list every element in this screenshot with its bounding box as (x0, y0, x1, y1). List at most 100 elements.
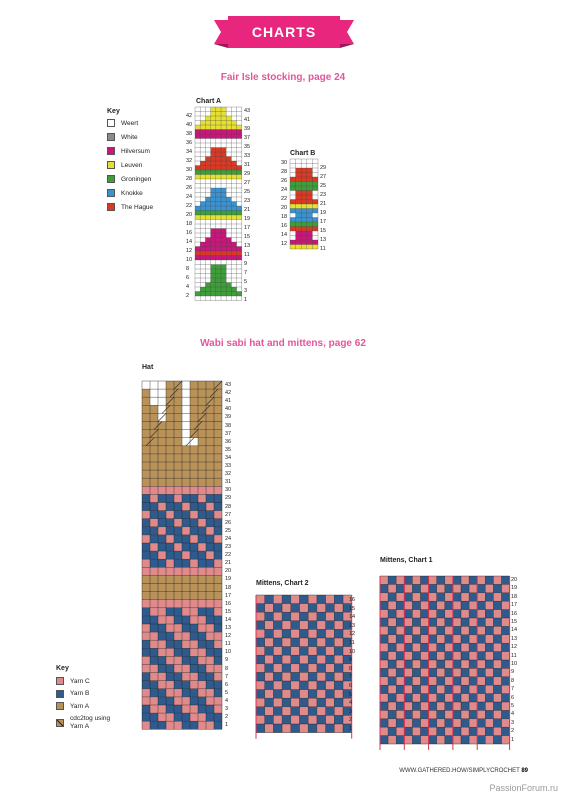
row-number: 3 (244, 288, 248, 294)
row-number: 10 (225, 649, 232, 656)
wabi-key-item: Yarn B (56, 689, 90, 698)
row-number: 16 (225, 600, 232, 607)
mittens-chart-1-grid (379, 575, 511, 750)
row-number: 3 (349, 708, 353, 715)
wabi-key-item: Yarn C (56, 677, 90, 685)
row-number: 2 (186, 292, 190, 299)
fair-isle-title: Fair Isle stocking, page 24 (220, 72, 346, 83)
row-number: 30 (225, 487, 232, 494)
row-number: 28 (186, 175, 193, 182)
mittens-chart-2-grid (255, 594, 353, 739)
row-number: 6 (186, 274, 190, 281)
row-number: 20 (511, 577, 518, 583)
row-number: 19 (511, 585, 518, 592)
row-number: 18 (225, 584, 232, 591)
row-number: 41 (244, 117, 251, 123)
row-number: 30 (186, 166, 193, 173)
row-number: 26 (225, 519, 232, 526)
row-number: 33 (225, 463, 232, 469)
fair-isle-key-item: Groningen (107, 175, 151, 183)
chart-a-grid (194, 106, 242, 301)
mittens-chart-1-label: Mittens, Chart 1 (380, 557, 433, 564)
row-number: 26 (281, 178, 288, 184)
footer: WWW.GATHERED.HOW/SIMPLYCROCHET 89 (399, 768, 528, 774)
row-number: 18 (281, 214, 288, 220)
row-number: 17 (320, 218, 327, 225)
row-number: 38 (225, 422, 232, 429)
footer-url[interactable]: WWW.GATHERED.HOW/SIMPLYCROCHET (399, 768, 520, 774)
row-number: 1 (349, 726, 353, 732)
row-number: 21 (244, 207, 251, 213)
row-number: 9 (225, 657, 229, 664)
row-number: 20 (281, 205, 288, 211)
row-number: 10 (511, 661, 518, 667)
row-number: 11 (349, 640, 355, 646)
row-number: 2 (511, 728, 515, 735)
fair-isle-key-item: Hilversum (107, 147, 150, 155)
row-number: 13 (349, 622, 356, 629)
row-number: 17 (244, 225, 251, 231)
row-number: 12 (225, 633, 232, 640)
key-label: Knokke (121, 189, 143, 197)
row-number: 36 (225, 438, 232, 445)
row-number: 21 (320, 200, 327, 207)
row-number: 14 (511, 627, 518, 634)
row-number: 36 (186, 139, 193, 146)
watermark: PassionForum.ru (489, 783, 558, 793)
row-number: 13 (320, 236, 327, 243)
row-number: 22 (225, 552, 232, 559)
row-number: 11 (320, 245, 326, 252)
row-number: 5 (244, 279, 248, 285)
row-number: 8 (225, 665, 229, 672)
row-number: 16 (511, 610, 518, 617)
row-number: 16 (281, 223, 288, 229)
row-number: 1 (511, 736, 515, 743)
key-label: Groningen (121, 175, 152, 183)
row-number: 3 (511, 719, 515, 726)
key-label: The Hague (121, 203, 154, 211)
row-number: 7 (225, 673, 229, 680)
row-number: 35 (244, 144, 251, 150)
row-number: 19 (225, 576, 232, 583)
row-number: 28 (225, 503, 232, 510)
wabi-sabi-title: Wabi sabi hat and mittens, page 62 (200, 338, 366, 349)
row-number: 39 (244, 126, 251, 132)
chart-b-grid (289, 158, 319, 250)
row-number: 34 (225, 454, 232, 461)
key-label: Yarn A (70, 702, 90, 710)
row-number: 8 (349, 665, 353, 672)
key-label: Yarn B (70, 690, 90, 697)
row-number: 4 (511, 711, 515, 718)
swatch-icon (107, 203, 115, 211)
swatch-icon (107, 133, 115, 141)
swatch-icon (107, 147, 115, 155)
mittens-chart-2-label: Mittens, Chart 2 (256, 580, 309, 587)
key-label: Weert (121, 119, 139, 127)
row-number: 12 (349, 631, 356, 638)
row-number: 3 (225, 706, 229, 712)
row-number: 13 (225, 625, 232, 631)
row-number: 29 (244, 171, 251, 177)
row-number: 11 (225, 641, 231, 648)
row-number: 4 (349, 700, 353, 707)
row-number: 39 (225, 414, 232, 421)
row-number: 9 (349, 657, 353, 664)
row-number: 14 (349, 614, 356, 621)
row-number: 5 (225, 689, 229, 696)
row-number: 4 (186, 283, 190, 290)
row-number: 16 (349, 597, 356, 603)
fair-isle-key-item: White (107, 133, 138, 141)
row-number: 27 (225, 511, 232, 518)
row-number: 26 (186, 184, 193, 191)
row-number: 1 (244, 297, 248, 303)
row-number: 7 (511, 686, 515, 693)
row-number: 5 (511, 703, 515, 709)
row-number: 38 (186, 130, 193, 137)
row-number: 10 (349, 648, 356, 655)
row-number: 22 (281, 196, 288, 202)
wabi-key-title: Key (56, 665, 69, 672)
row-number: 43 (225, 382, 232, 388)
row-number: 29 (225, 495, 232, 502)
page-title: CHARTS (251, 24, 317, 40)
fair-isle-key-item: Leuven (107, 161, 142, 169)
